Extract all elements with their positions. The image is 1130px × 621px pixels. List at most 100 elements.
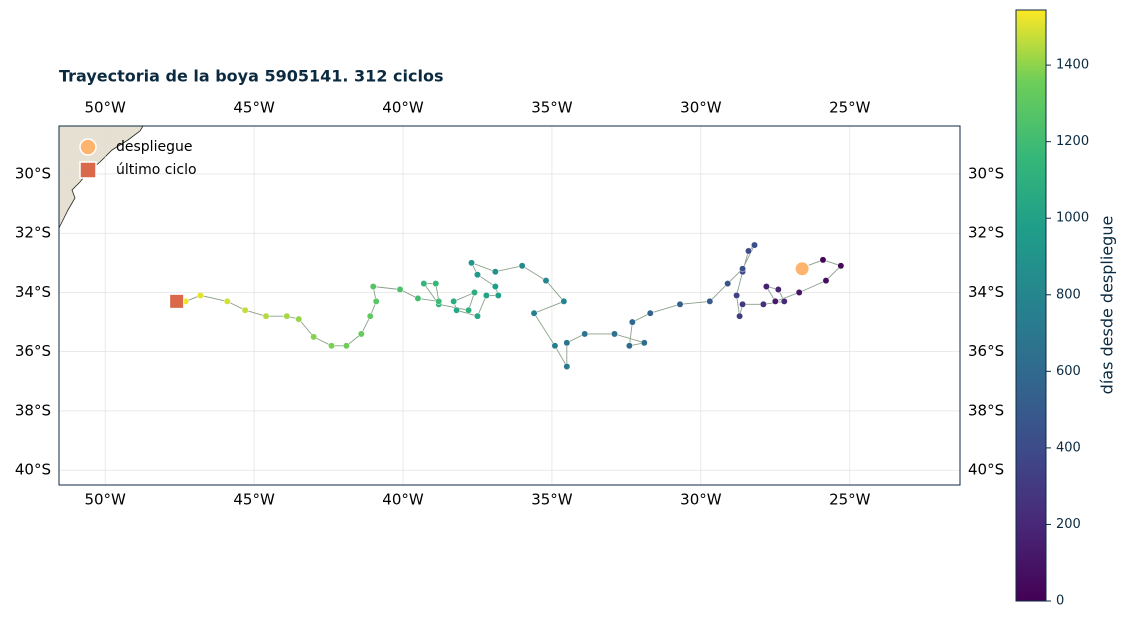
track-point — [563, 363, 571, 370]
track-point — [780, 297, 788, 305]
y-tick-label: 40°S — [15, 461, 51, 479]
track-point — [465, 306, 472, 314]
track-point — [366, 312, 374, 320]
track-point — [414, 294, 422, 302]
y-tick-label: 34°S — [15, 283, 51, 301]
track-point — [491, 283, 499, 290]
track-line — [185, 244, 842, 369]
track-point — [611, 330, 618, 338]
track-point — [328, 342, 335, 350]
track-point — [646, 309, 654, 317]
track-point — [295, 315, 303, 323]
colorbar — [1015, 9, 1047, 602]
track-point — [751, 241, 758, 249]
track-point — [518, 262, 526, 270]
x-tick-label: 25°W — [829, 99, 871, 117]
track-point — [560, 297, 568, 305]
track-point — [491, 268, 499, 276]
x-tick-label: 25°W — [829, 491, 871, 509]
colorbar-tick-label: 400 — [1056, 440, 1081, 455]
y-tick-label: 36°S — [15, 342, 51, 360]
track-point — [819, 256, 827, 264]
x-tick-label: 45°W — [233, 99, 275, 117]
track-point — [581, 330, 589, 338]
x-tick-label: 45°W — [233, 491, 275, 509]
colorbar-label: días desde despliegue — [1098, 216, 1117, 395]
track-point — [759, 300, 767, 308]
colorbar-tick-label: 600 — [1056, 364, 1081, 379]
x-tick-label: 30°W — [680, 491, 722, 509]
track-point — [774, 286, 782, 293]
x-tick-label: 35°W — [531, 491, 573, 509]
track-point — [357, 330, 365, 338]
track-point — [369, 283, 377, 290]
y-tick-label: 30°S — [968, 164, 1004, 182]
track-point — [471, 289, 478, 296]
track-point — [551, 342, 559, 350]
legend-symbol — [79, 161, 97, 179]
track-point — [435, 297, 443, 305]
track-point — [223, 297, 231, 305]
track-point — [342, 342, 350, 350]
track-point — [542, 277, 550, 285]
colorbar-tick-label: 1200 — [1056, 134, 1089, 149]
track-point — [733, 291, 741, 299]
colorbar-tick-label: 1400 — [1056, 58, 1089, 73]
x-tick-label: 40°W — [382, 99, 424, 117]
track-point — [372, 297, 380, 305]
track-point — [625, 342, 633, 350]
y-tick-label: 34°S — [968, 283, 1004, 301]
track-point — [453, 306, 461, 314]
map-frame — [58, 125, 961, 486]
track-point — [396, 286, 404, 293]
track-point — [739, 265, 747, 273]
track-point — [563, 339, 571, 347]
track-point — [262, 312, 270, 320]
track-point — [706, 297, 714, 305]
y-tick-label: 32°S — [968, 224, 1004, 242]
y-tick-label: 30°S — [15, 164, 51, 182]
x-tick-label: 35°W — [531, 99, 573, 117]
track-point — [494, 291, 502, 299]
track-point — [197, 291, 204, 299]
track-point — [450, 297, 458, 305]
track-point — [474, 271, 481, 279]
track-point — [724, 280, 732, 288]
track-point — [640, 339, 648, 347]
track-point — [762, 283, 770, 290]
x-tick-label: 50°W — [84, 99, 126, 117]
marker — [169, 293, 185, 309]
track-point — [771, 297, 779, 305]
chart-title: Trayectoria de la boya 5905141. 312 cicl… — [59, 67, 443, 86]
track-point — [530, 309, 538, 317]
legend-symbol — [79, 138, 97, 156]
track-point — [241, 306, 249, 314]
colorbar-tick-label: 200 — [1056, 517, 1081, 532]
y-tick-label: 38°S — [968, 401, 1004, 419]
legend-label: último ciclo — [116, 162, 197, 178]
y-tick-label: 40°S — [968, 461, 1004, 479]
colorbar-tick-label: 1000 — [1056, 211, 1089, 226]
legend-label: despliegue — [116, 139, 192, 155]
track-point — [432, 280, 440, 288]
colorbar-tick-label: 0 — [1056, 594, 1064, 609]
track-point — [468, 259, 475, 267]
x-tick-label: 30°W — [680, 99, 722, 117]
track-point — [283, 312, 291, 320]
y-tick-label: 36°S — [968, 342, 1004, 360]
colorbar-tick-label: 800 — [1056, 287, 1081, 302]
track-point — [474, 312, 481, 320]
y-tick-label: 32°S — [15, 224, 51, 242]
track-point — [795, 289, 803, 296]
track-point — [676, 300, 684, 308]
track-point — [310, 333, 318, 341]
marker — [794, 261, 810, 277]
x-tick-label: 40°W — [382, 491, 424, 509]
track-point — [822, 277, 830, 285]
track-point — [482, 291, 490, 299]
track-point — [628, 318, 636, 326]
y-tick-label: 38°S — [15, 401, 51, 419]
track-point — [739, 300, 747, 308]
track-point — [420, 280, 428, 288]
